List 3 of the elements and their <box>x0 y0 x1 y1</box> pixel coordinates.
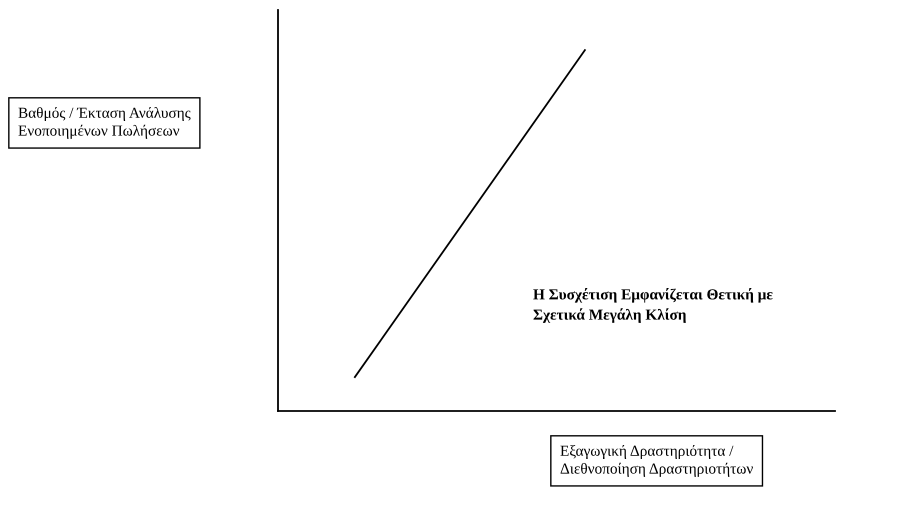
text: Βαθμός / Έκταση Ανάλυσης Ενοποιημένων Πωλήσεων <box>18 107 191 139</box>
x-axis-title: Εξαγωγική Δραστηριότητα / Διεθνοποίηση Δραστηριοτήτων <box>560 445 753 477</box>
annotation: Η Συσχέτιση Εμφανίζεται Θετική με Σχετικά Μεγάλη Κλίση <box>533 288 773 323</box>
